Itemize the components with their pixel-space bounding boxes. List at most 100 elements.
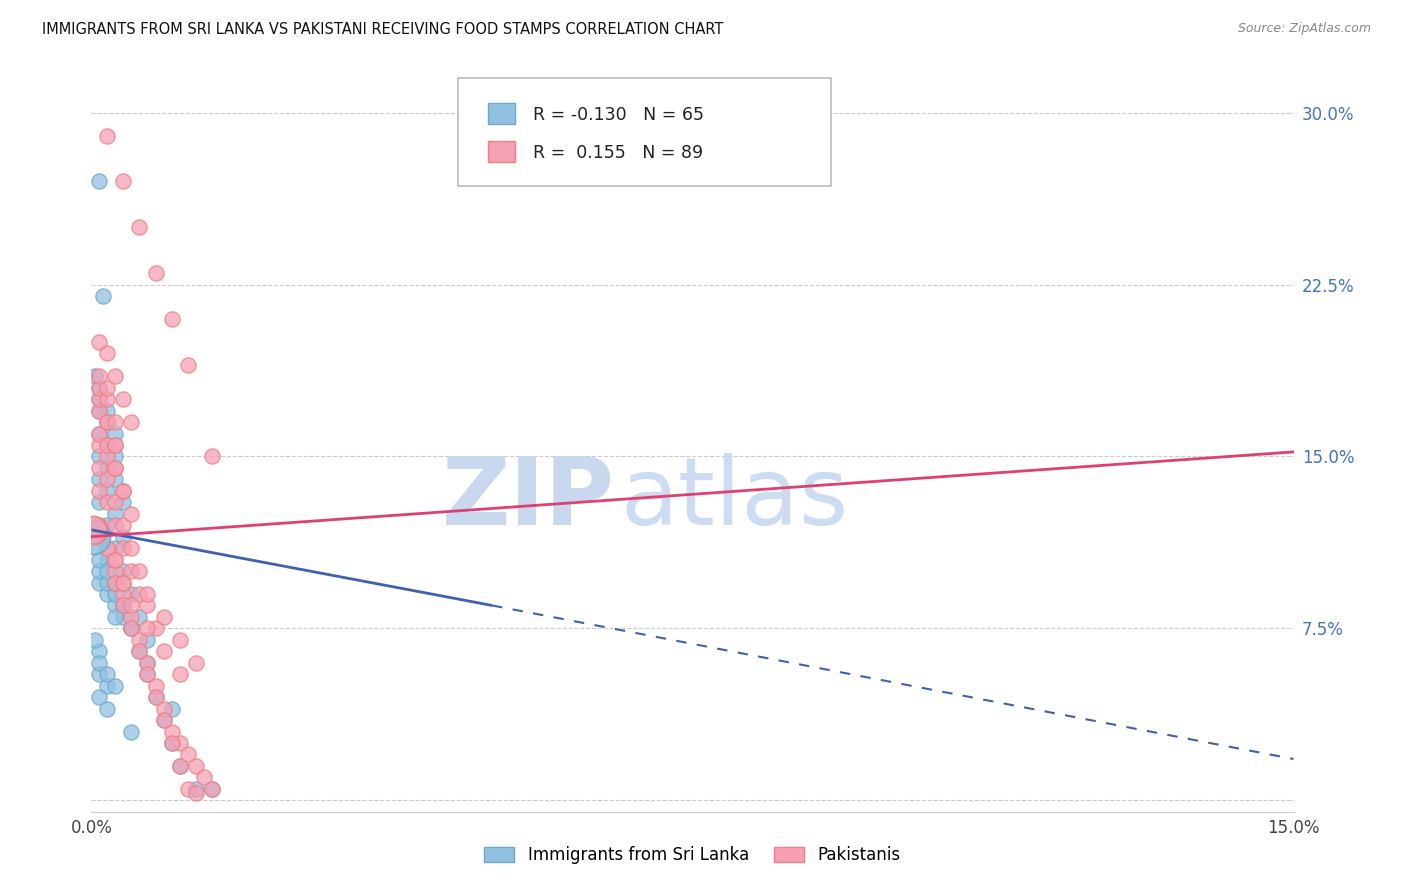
Point <box>89 495 111 509</box>
Point <box>176 747 198 762</box>
Point <box>96 450 118 464</box>
Point <box>89 381 111 395</box>
Point <box>152 713 174 727</box>
FancyBboxPatch shape <box>488 141 515 162</box>
Point <box>104 426 127 441</box>
Point <box>104 575 127 590</box>
Point <box>112 483 135 498</box>
Point <box>112 575 135 590</box>
Point <box>89 426 111 441</box>
Point <box>112 530 135 544</box>
Point <box>145 690 167 705</box>
Point <box>152 713 174 727</box>
Text: atlas: atlas <box>620 453 849 545</box>
Text: IMMIGRANTS FROM SRI LANKA VS PAKISTANI RECEIVING FOOD STAMPS CORRELATION CHART: IMMIGRANTS FROM SRI LANKA VS PAKISTANI R… <box>42 22 724 37</box>
Point <box>96 403 118 417</box>
Point <box>104 679 127 693</box>
Point <box>160 736 183 750</box>
Point <box>104 369 127 384</box>
Point <box>89 334 111 349</box>
Point <box>104 518 127 533</box>
Point <box>96 483 118 498</box>
Point <box>96 392 118 407</box>
Point <box>104 507 127 521</box>
Point <box>112 495 135 509</box>
Point <box>89 426 111 441</box>
Point <box>169 759 191 773</box>
Point <box>160 724 183 739</box>
Point <box>104 552 127 566</box>
Point <box>145 621 167 635</box>
Point <box>104 575 127 590</box>
Point <box>112 610 135 624</box>
Point <box>104 587 127 601</box>
Point <box>128 644 150 658</box>
Point <box>89 438 111 452</box>
Point <box>96 472 118 486</box>
Point <box>160 312 183 326</box>
Point <box>96 128 118 143</box>
Point <box>104 599 127 613</box>
Point <box>112 392 135 407</box>
Point <box>128 644 150 658</box>
Point <box>104 541 127 556</box>
Point <box>121 621 143 635</box>
Point <box>121 541 143 556</box>
Point <box>145 266 167 280</box>
Point <box>89 552 111 566</box>
Point <box>104 450 127 464</box>
Point <box>96 564 118 578</box>
Text: R = -0.130   N = 65: R = -0.130 N = 65 <box>533 106 703 124</box>
Point <box>104 552 127 566</box>
Point <box>136 632 159 647</box>
Point <box>89 667 111 681</box>
Point <box>84 369 107 384</box>
Point <box>128 632 150 647</box>
Point <box>96 575 118 590</box>
Point <box>184 759 207 773</box>
Point <box>112 575 135 590</box>
Point <box>104 564 127 578</box>
Point <box>104 610 127 624</box>
Point <box>96 438 118 452</box>
Point <box>136 621 159 635</box>
Point <box>96 518 118 533</box>
Point <box>136 587 159 601</box>
Point <box>89 530 111 544</box>
Point <box>184 781 207 796</box>
Point <box>176 358 198 372</box>
Text: Source: ZipAtlas.com: Source: ZipAtlas.com <box>1237 22 1371 36</box>
Point <box>96 461 118 475</box>
Point <box>169 632 191 647</box>
Point <box>104 575 127 590</box>
Point <box>96 541 118 556</box>
Point <box>96 541 118 556</box>
Point <box>89 369 111 384</box>
Point <box>169 736 191 750</box>
Point <box>121 564 143 578</box>
Point <box>160 701 183 715</box>
Point <box>145 679 167 693</box>
FancyBboxPatch shape <box>458 78 831 186</box>
Point <box>112 174 135 188</box>
Point <box>121 621 143 635</box>
Point <box>89 690 111 705</box>
FancyBboxPatch shape <box>488 103 515 124</box>
Point <box>89 392 111 407</box>
Point <box>152 701 174 715</box>
Point <box>104 495 127 509</box>
Point <box>89 392 111 407</box>
Point <box>89 564 111 578</box>
Point <box>89 644 111 658</box>
Point <box>89 575 111 590</box>
Point <box>89 174 111 188</box>
Point <box>201 450 224 464</box>
Point <box>128 220 150 235</box>
Point <box>96 381 118 395</box>
Point <box>96 415 118 429</box>
Point <box>104 472 127 486</box>
Point <box>89 472 111 486</box>
Point <box>89 461 111 475</box>
Point <box>121 621 143 635</box>
Point <box>104 438 127 452</box>
